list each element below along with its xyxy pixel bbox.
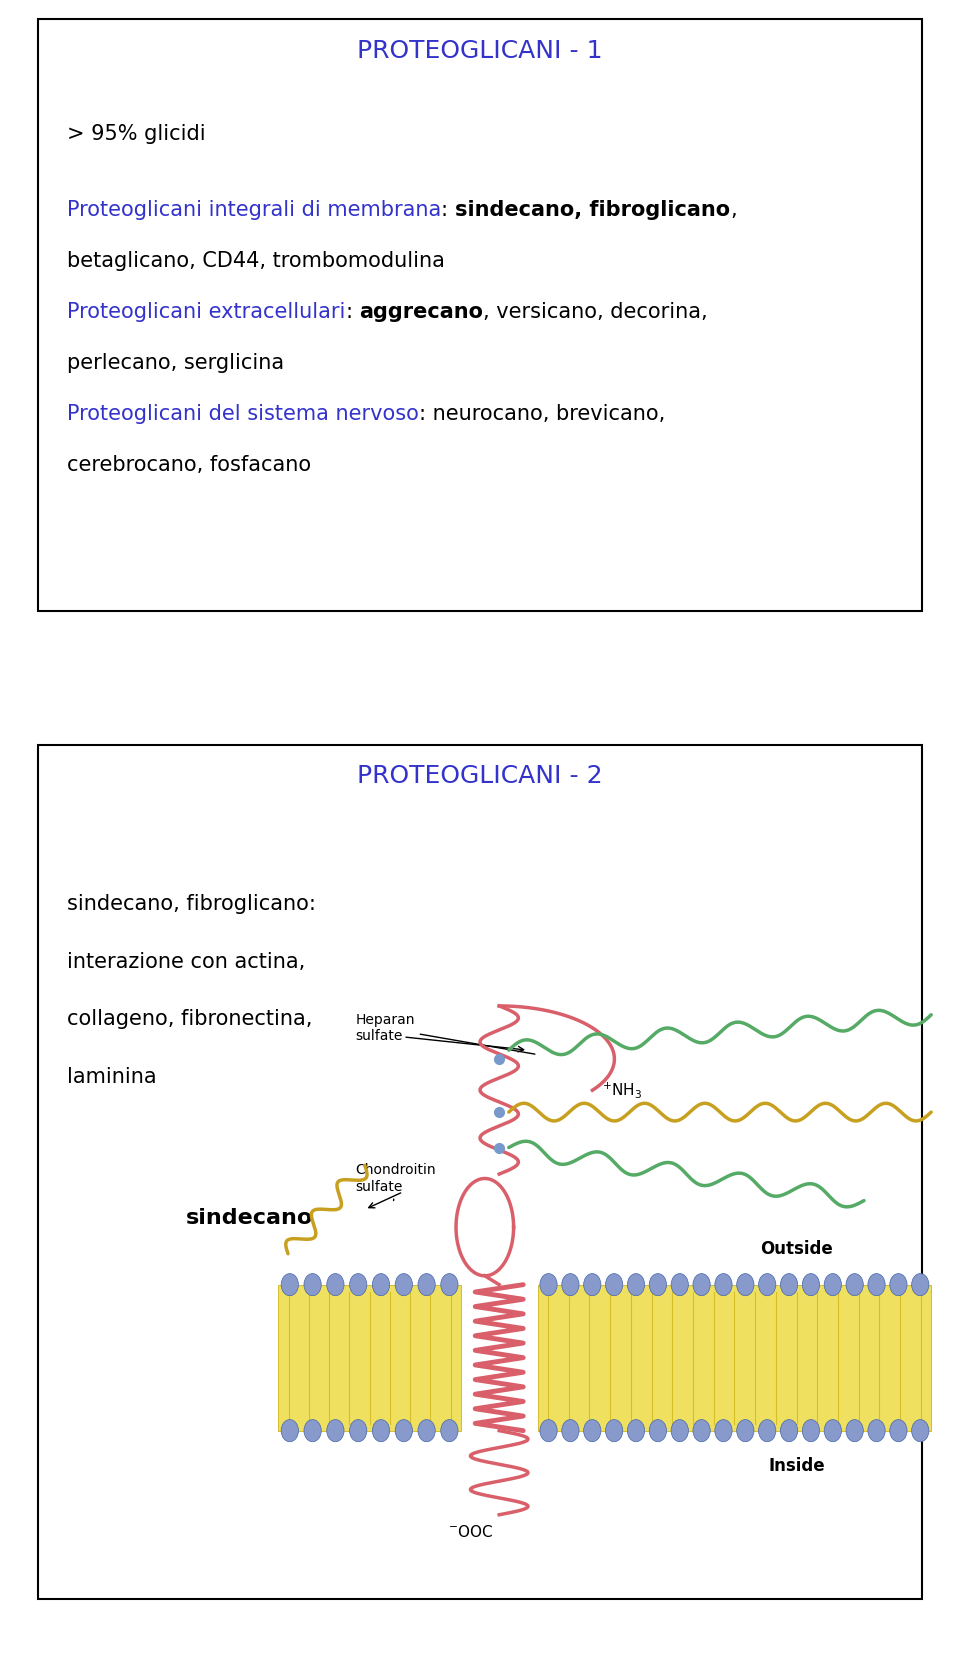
Ellipse shape xyxy=(890,1419,907,1442)
Ellipse shape xyxy=(584,1274,601,1295)
Text: ,: , xyxy=(731,200,737,220)
Ellipse shape xyxy=(349,1419,367,1442)
Ellipse shape xyxy=(396,1419,413,1442)
Ellipse shape xyxy=(304,1419,322,1442)
Ellipse shape xyxy=(780,1274,798,1295)
Ellipse shape xyxy=(304,1274,322,1295)
Ellipse shape xyxy=(912,1274,929,1295)
Ellipse shape xyxy=(281,1419,299,1442)
Ellipse shape xyxy=(868,1419,885,1442)
Ellipse shape xyxy=(418,1419,435,1442)
Ellipse shape xyxy=(803,1419,820,1442)
FancyBboxPatch shape xyxy=(278,1285,461,1431)
Text: $^{+}$NH$_3$: $^{+}$NH$_3$ xyxy=(602,1080,642,1100)
Ellipse shape xyxy=(824,1274,841,1295)
Text: Heparan
sulfate: Heparan sulfate xyxy=(355,1012,535,1054)
Ellipse shape xyxy=(671,1419,688,1442)
Ellipse shape xyxy=(418,1274,435,1295)
Text: :: : xyxy=(442,200,455,220)
Ellipse shape xyxy=(912,1419,929,1442)
Ellipse shape xyxy=(693,1419,710,1442)
Text: PROTEOGLICANI - 2: PROTEOGLICANI - 2 xyxy=(357,764,603,787)
Text: aggrecano: aggrecano xyxy=(359,303,483,323)
Text: sindecano, fibroglicano: sindecano, fibroglicano xyxy=(455,200,731,220)
Text: : neurocano, brevicano,: : neurocano, brevicano, xyxy=(420,404,665,423)
Ellipse shape xyxy=(326,1419,344,1442)
Ellipse shape xyxy=(349,1274,367,1295)
Text: Inside: Inside xyxy=(769,1457,825,1475)
Ellipse shape xyxy=(281,1274,299,1295)
Ellipse shape xyxy=(540,1419,557,1442)
Text: sindecano: sindecano xyxy=(186,1209,313,1229)
Text: , versicano, decorina,: , versicano, decorina, xyxy=(483,303,708,323)
Text: > 95% glicidi: > 95% glicidi xyxy=(67,124,205,144)
Ellipse shape xyxy=(649,1274,666,1295)
Ellipse shape xyxy=(846,1419,863,1442)
Text: laminina: laminina xyxy=(67,1067,156,1087)
Ellipse shape xyxy=(780,1419,798,1442)
Ellipse shape xyxy=(441,1419,458,1442)
Text: :: : xyxy=(346,303,359,323)
Text: Proteoglicani del sistema nervoso: Proteoglicani del sistema nervoso xyxy=(67,404,420,423)
Ellipse shape xyxy=(736,1419,754,1442)
Ellipse shape xyxy=(562,1419,579,1442)
FancyBboxPatch shape xyxy=(538,1285,931,1431)
Ellipse shape xyxy=(606,1419,623,1442)
Ellipse shape xyxy=(803,1274,820,1295)
Ellipse shape xyxy=(671,1274,688,1295)
Ellipse shape xyxy=(540,1274,557,1295)
FancyBboxPatch shape xyxy=(38,20,922,612)
Text: $^{-}$OOC: $^{-}$OOC xyxy=(447,1525,493,1540)
Ellipse shape xyxy=(715,1419,732,1442)
Text: cerebrocano, fosfacano: cerebrocano, fosfacano xyxy=(67,455,311,475)
Ellipse shape xyxy=(396,1274,413,1295)
Text: perlecano, serglicina: perlecano, serglicina xyxy=(67,352,284,372)
Ellipse shape xyxy=(693,1274,710,1295)
Text: interazione con actina,: interazione con actina, xyxy=(67,951,305,971)
Text: Chondroitin
sulfate: Chondroitin sulfate xyxy=(355,1163,436,1201)
Ellipse shape xyxy=(736,1274,754,1295)
Text: Proteoglicani integrali di membrana: Proteoglicani integrali di membrana xyxy=(67,200,442,220)
Ellipse shape xyxy=(628,1274,645,1295)
Ellipse shape xyxy=(649,1419,666,1442)
Ellipse shape xyxy=(441,1274,458,1295)
Text: collageno, fibronectina,: collageno, fibronectina, xyxy=(67,1009,313,1029)
Ellipse shape xyxy=(846,1274,863,1295)
Text: sindecano, fibroglicano:: sindecano, fibroglicano: xyxy=(67,895,316,915)
Ellipse shape xyxy=(584,1419,601,1442)
Text: PROTEOGLICANI - 1: PROTEOGLICANI - 1 xyxy=(357,40,603,63)
Ellipse shape xyxy=(868,1274,885,1295)
Text: Outside: Outside xyxy=(760,1240,833,1259)
Text: Proteoglicani extracellulari: Proteoglicani extracellulari xyxy=(67,303,346,323)
Ellipse shape xyxy=(562,1274,579,1295)
Ellipse shape xyxy=(824,1419,841,1442)
Ellipse shape xyxy=(628,1419,645,1442)
Text: betaglicano, CD44, trombomodulina: betaglicano, CD44, trombomodulina xyxy=(67,251,445,271)
Ellipse shape xyxy=(372,1419,390,1442)
Ellipse shape xyxy=(890,1274,907,1295)
Ellipse shape xyxy=(715,1274,732,1295)
FancyBboxPatch shape xyxy=(38,744,922,1599)
Ellipse shape xyxy=(758,1419,776,1442)
Ellipse shape xyxy=(606,1274,623,1295)
Ellipse shape xyxy=(326,1274,344,1295)
Ellipse shape xyxy=(758,1274,776,1295)
Ellipse shape xyxy=(372,1274,390,1295)
